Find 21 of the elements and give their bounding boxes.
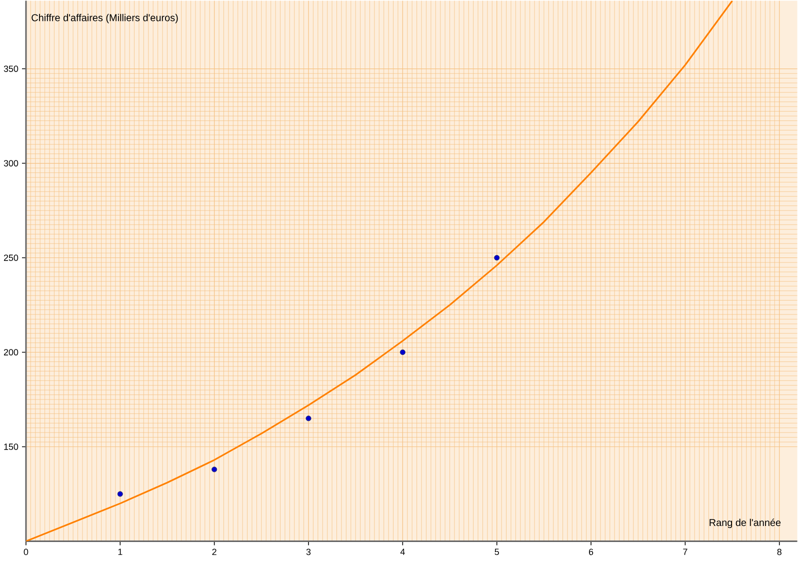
x-tick-label: 8 (777, 548, 782, 555)
y-tick-label: 200 (4, 348, 18, 356)
x-tick-label: 5 (494, 548, 499, 555)
y-tick-label: 150 (4, 443, 18, 450)
point (494, 254, 500, 260)
x-tick-label: 2 (212, 548, 216, 555)
x-tick-label: 3 (306, 548, 311, 555)
x-tick-label: 7 (683, 548, 688, 555)
x-tick-label: 0 (24, 548, 28, 555)
y-tick-label: 300 (4, 160, 18, 166)
x-tick-label: 6 (588, 548, 594, 555)
x-axis-title: Rang de l'année (710, 518, 781, 528)
point (400, 349, 406, 355)
y-axis-title: Chiffre d'affaires (Milliers d'euros) (32, 14, 178, 24)
point (117, 491, 123, 497)
x-tick-label: 1 (118, 548, 122, 555)
y-tick-label: 350 (4, 65, 18, 72)
x-tick-label: 4 (400, 548, 405, 555)
point (212, 466, 218, 472)
point (306, 416, 312, 422)
y-tick-label: 250 (4, 254, 18, 261)
